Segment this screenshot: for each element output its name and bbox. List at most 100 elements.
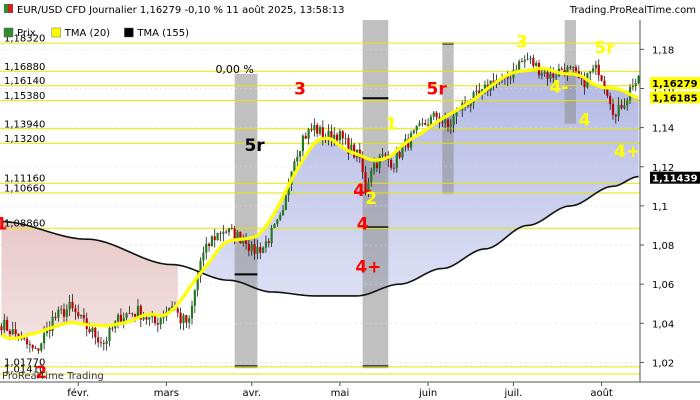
wave-label: 5r: [594, 38, 615, 58]
wave-label: 4: [579, 111, 591, 131]
tma20-value-label-box: [650, 91, 700, 104]
candle-body: [546, 72, 549, 79]
candle-body: [88, 328, 91, 333]
candle-body: [597, 64, 600, 76]
candle-body: [210, 236, 213, 246]
wave-label: 4-: [353, 181, 372, 201]
wave-label: 0,00 %: [215, 63, 253, 76]
legend-swatch: [124, 27, 134, 38]
candle-body: [276, 219, 279, 225]
candle-body: [236, 231, 239, 241]
candle-body: [162, 316, 165, 319]
candle-body: [125, 313, 128, 318]
candle-body: [199, 260, 202, 277]
candle-body: [321, 127, 324, 139]
candle-body: [14, 329, 17, 335]
candle-body: [304, 135, 307, 139]
candle-body: [219, 233, 222, 234]
candle-body: [327, 131, 330, 140]
legend-swatch: [51, 27, 62, 38]
candle-body: [230, 228, 233, 230]
candle-body: [116, 314, 120, 322]
candle-body: [364, 172, 367, 194]
candle-body: [242, 239, 245, 243]
candle-body: [307, 129, 310, 139]
candle-body: [478, 90, 481, 95]
candle-body: [370, 170, 373, 183]
x-tick-label: mai: [331, 388, 350, 399]
candle-body: [594, 64, 597, 69]
header-bar: [0, 0, 700, 20]
y-tick-label: 1,12: [652, 163, 674, 174]
candle-body: [574, 67, 578, 72]
candle-body: [91, 327, 94, 333]
candle-body: [267, 241, 270, 244]
candle-body: [600, 75, 603, 81]
candle-body: [506, 76, 509, 79]
candle-body: [367, 182, 370, 194]
wave-label: 5r: [427, 79, 448, 99]
candle-body: [28, 344, 31, 346]
chart-icon-half: [8, 4, 13, 13]
candle-body: [77, 312, 80, 317]
candle-body: [8, 330, 12, 335]
legend-label: Prix: [17, 28, 36, 39]
wave-label: 2: [365, 189, 377, 209]
candle-body: [227, 228, 231, 233]
candle-body: [338, 131, 341, 141]
x-tick-label: avr.: [243, 388, 261, 399]
candle-body: [560, 68, 563, 70]
candle-body: [281, 210, 285, 215]
candle-body: [469, 102, 472, 107]
candle-body: [62, 309, 66, 317]
candle-body: [97, 337, 100, 343]
candle-body: [421, 123, 424, 124]
candle-body: [11, 329, 14, 335]
candle-body: [515, 69, 518, 71]
candle-body: [435, 112, 438, 118]
candle-body: [262, 247, 265, 253]
candle-body: [637, 75, 640, 84]
candle-body: [239, 231, 242, 243]
candle-body: [190, 305, 194, 319]
candle-body: [233, 228, 236, 241]
bearish-area: [1, 221, 178, 339]
level-label: 1,11160: [4, 174, 45, 185]
candle-body: [159, 318, 162, 325]
candle-body: [287, 184, 290, 196]
candle-body: [444, 119, 447, 124]
x-tick-label: août: [590, 387, 613, 399]
time-band: [564, 20, 576, 124]
candle-body: [509, 78, 512, 79]
time-band: [362, 20, 389, 369]
candle-body: [293, 161, 296, 172]
candle-body: [353, 144, 356, 158]
candle-body: [205, 243, 208, 253]
level-label: 1,18320: [4, 34, 45, 45]
candle-body: [179, 312, 182, 324]
candle-body: [555, 76, 558, 78]
candle-body: [71, 301, 74, 309]
candle-body: [452, 116, 455, 125]
candle-body: [384, 154, 387, 156]
candle-body: [378, 155, 381, 168]
candle-body: [222, 231, 225, 234]
legend-label: TMA (155): [136, 28, 189, 39]
candle-body: [176, 308, 179, 313]
candle-body: [40, 343, 43, 351]
candle-body: [466, 105, 469, 107]
y-tick-label: 1,04: [652, 319, 674, 330]
candle-body: [25, 338, 29, 345]
candle-body: [259, 247, 262, 253]
candle-body: [318, 127, 322, 134]
candle-body: [589, 71, 592, 74]
level-label: 1,13200: [4, 134, 45, 145]
wave-label: 4-: [549, 77, 568, 97]
candle-body: [398, 151, 401, 158]
y-tick-label: 1,18: [652, 45, 674, 56]
candle-body: [572, 67, 575, 68]
candle-body: [375, 163, 378, 168]
candle-body: [256, 247, 259, 254]
bullish-area: [177, 68, 639, 296]
candle-body: [148, 317, 151, 320]
